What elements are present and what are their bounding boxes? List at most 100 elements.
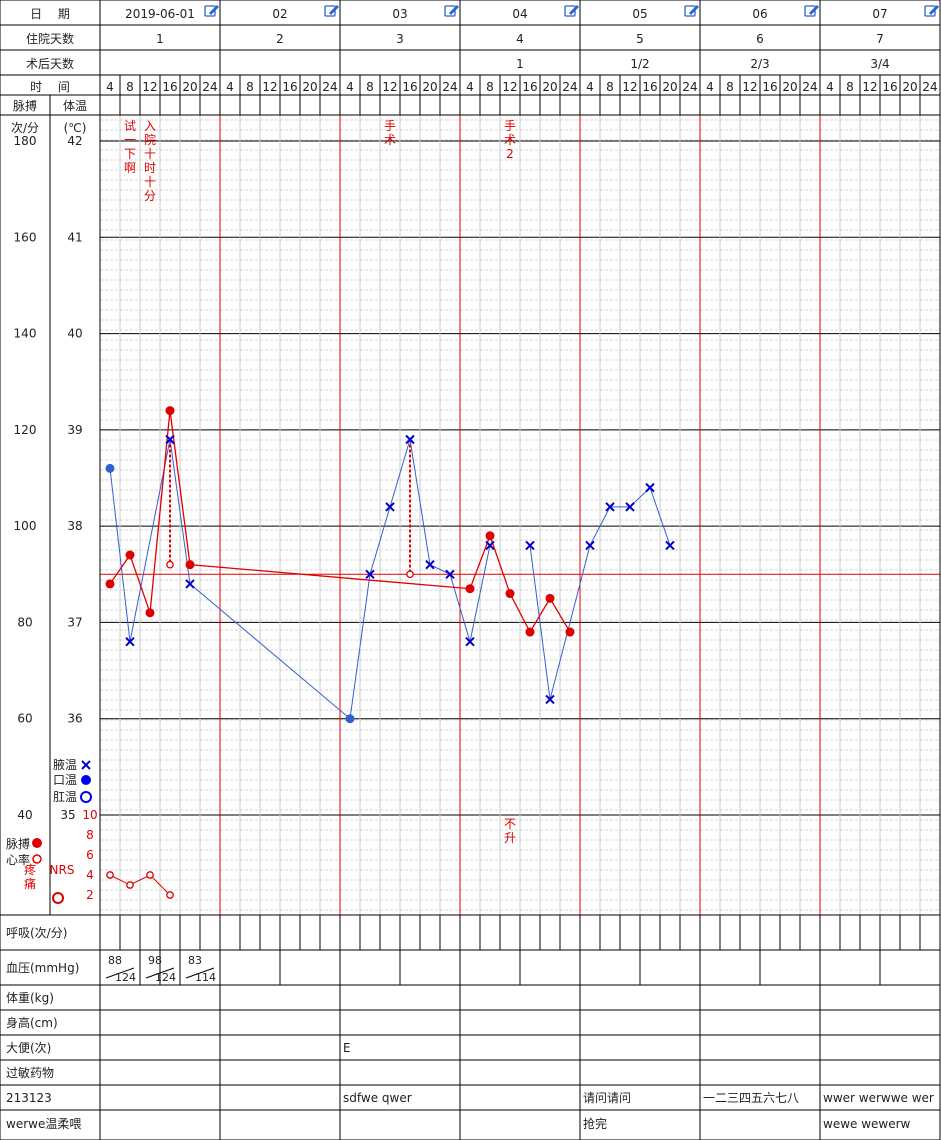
bp-systolic: 98 bbox=[148, 954, 162, 967]
time-tick: 12 bbox=[502, 80, 517, 94]
top-annotation: 手术2 bbox=[504, 119, 516, 161]
day-date: 04 bbox=[512, 7, 527, 21]
time-tick: 4 bbox=[346, 80, 354, 94]
time-tick: 16 bbox=[642, 80, 657, 94]
annotation-char: 试 bbox=[124, 118, 136, 133]
time-tick: 12 bbox=[622, 80, 637, 94]
pulse-point bbox=[106, 579, 115, 588]
time-tick: 8 bbox=[726, 80, 734, 94]
annotation-char: 十 bbox=[144, 175, 156, 189]
time-tick: 16 bbox=[882, 80, 897, 94]
annotation-char: 2 bbox=[506, 147, 514, 161]
pulse-point bbox=[146, 608, 155, 617]
custom-row-2-label: werwe温柔喂 bbox=[6, 1117, 81, 1131]
pulse-tick-label: 160 bbox=[14, 230, 37, 244]
postop-row-label: 术后天数 bbox=[26, 56, 74, 71]
day-date: 03 bbox=[392, 7, 407, 21]
time-tick: 12 bbox=[142, 80, 157, 94]
day-postop: 3/4 bbox=[870, 57, 889, 71]
legend-nrs-label: NRS bbox=[50, 863, 75, 877]
day-inpatient: 6 bbox=[756, 32, 764, 46]
pulse-point bbox=[486, 531, 495, 540]
annotation-char: 一 bbox=[124, 133, 136, 147]
weight-label: 体重(kg) bbox=[6, 991, 54, 1005]
pain-point bbox=[107, 872, 113, 878]
annotation-char: 啊 bbox=[124, 161, 136, 175]
pulse-unit: 次/分 bbox=[11, 121, 39, 135]
temperature-tick-label: 40 bbox=[67, 327, 82, 341]
edit-icon[interactable] bbox=[325, 5, 339, 16]
bp-systolic: 83 bbox=[188, 954, 202, 967]
pulse-point bbox=[566, 628, 575, 637]
pulse-point bbox=[126, 551, 135, 560]
time-tick: 20 bbox=[302, 80, 317, 94]
pain-point bbox=[167, 892, 173, 898]
pulse-point bbox=[466, 584, 475, 593]
annotation-char: 十 bbox=[144, 147, 156, 161]
pulse-column-label: 脉搏 bbox=[13, 98, 37, 113]
pulse-tick-label: 80 bbox=[17, 615, 32, 629]
time-tick: 8 bbox=[846, 80, 854, 94]
legend-pain-marker bbox=[53, 893, 63, 903]
time-tick: 16 bbox=[162, 80, 177, 94]
time-tick: 20 bbox=[782, 80, 797, 94]
bp-diastolic: 114 bbox=[195, 971, 216, 984]
legend-rectal-marker bbox=[81, 792, 91, 802]
annotation-char: 疼 bbox=[24, 862, 36, 877]
day-inpatient: 2 bbox=[276, 32, 284, 46]
edit-icon[interactable] bbox=[205, 5, 219, 16]
day-postop: 1/2 bbox=[630, 57, 649, 71]
annotation-char: 术 bbox=[384, 133, 396, 147]
custom-row-1-value: sdfwe qwer bbox=[343, 1091, 412, 1105]
custom-row-1-value: 一二三四五六七八 bbox=[703, 1091, 799, 1105]
edit-icon[interactable] bbox=[565, 5, 579, 16]
time-tick: 4 bbox=[226, 80, 234, 94]
chart-bottom-rows: 呼吸(次/分)血压(mmHg)体重(kg)身高(cm)大便(次)过敏药物2131… bbox=[0, 915, 940, 1140]
time-tick: 20 bbox=[902, 80, 917, 94]
time-tick: 16 bbox=[522, 80, 537, 94]
stool-label: 大便(次) bbox=[6, 1041, 51, 1055]
temperature-tick-label: 38 bbox=[67, 519, 82, 533]
day-date: 02 bbox=[272, 7, 287, 21]
day-inpatient: 4 bbox=[516, 32, 524, 46]
time-tick: 12 bbox=[262, 80, 277, 94]
pulse-point bbox=[546, 594, 555, 603]
day-date: 2019-06-01 bbox=[125, 7, 195, 21]
time-tick: 4 bbox=[706, 80, 714, 94]
custom-row-2-value: wewe wewerw bbox=[823, 1117, 911, 1131]
annotation-char: 手 bbox=[384, 119, 396, 133]
time-tick: 24 bbox=[682, 80, 697, 94]
temperature-tick-label: 37 bbox=[67, 615, 82, 629]
annotation-char: 分 bbox=[144, 189, 156, 203]
pulse-point bbox=[166, 406, 175, 415]
edit-icon[interactable] bbox=[445, 5, 459, 16]
annotation-char: 术 bbox=[504, 133, 516, 147]
day-inpatient: 1 bbox=[156, 32, 164, 46]
pulse-tick-label: 40 bbox=[17, 808, 32, 822]
time-tick: 24 bbox=[922, 80, 937, 94]
time-tick: 20 bbox=[542, 80, 557, 94]
day-inpatient: 5 bbox=[636, 32, 644, 46]
bp-diastolic: 124 bbox=[115, 971, 136, 984]
legend-pain-label: 疼痛 bbox=[24, 862, 36, 891]
edit-icon[interactable] bbox=[805, 5, 819, 16]
height-label: 身高(cm) bbox=[6, 1015, 58, 1030]
pulse-tick-label: 180 bbox=[14, 134, 37, 148]
pulse-point bbox=[186, 560, 195, 569]
custom-row-1-value: wwer werwwe wer bbox=[823, 1091, 934, 1105]
pain-tick-label: 8 bbox=[86, 828, 94, 842]
edit-icon[interactable] bbox=[685, 5, 699, 16]
day-date: 06 bbox=[752, 7, 767, 21]
annotation-char: 痛 bbox=[24, 876, 36, 891]
annotation-char: 不 bbox=[504, 817, 516, 831]
time-tick: 8 bbox=[366, 80, 374, 94]
time-tick: 20 bbox=[422, 80, 437, 94]
edit-icon[interactable] bbox=[925, 5, 939, 16]
legend-heart-rate-marker bbox=[33, 855, 41, 863]
legend-oral-marker bbox=[81, 775, 91, 785]
time-tick: 12 bbox=[862, 80, 877, 94]
time-tick: 24 bbox=[562, 80, 577, 94]
